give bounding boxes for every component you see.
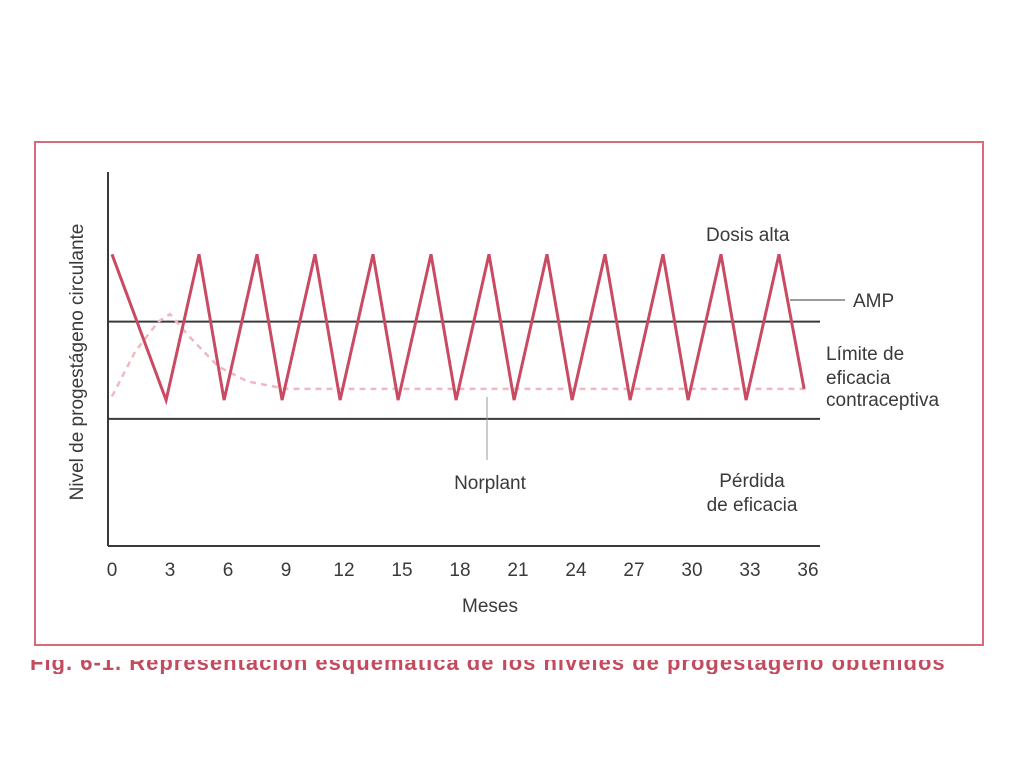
x-tick-label: 6 [223, 560, 234, 581]
x-tick-label: 21 [507, 560, 528, 581]
x-tick-label: 27 [623, 560, 644, 581]
x-axis-label: Meses [462, 596, 518, 617]
figure-caption: Fig. 6-1. Representación esquemática de … [30, 660, 990, 674]
reference-lines [108, 320, 820, 420]
x-tick-label: 3 [165, 560, 176, 581]
figure-frame [34, 141, 984, 646]
x-tick-label: 9 [281, 560, 292, 581]
annotation-amp: AMP [853, 291, 894, 312]
x-tick-label: 33 [739, 560, 760, 581]
annotation-limite-line2: eficacia [826, 368, 891, 389]
annotation-limite-line3: contraceptiva [826, 390, 939, 411]
series-line-amp [110, 253, 806, 406]
x-tick-label: 15 [391, 560, 412, 581]
x-tick-label: 18 [449, 560, 470, 581]
annotation-dosis-alta: Dosis alta [706, 225, 790, 246]
x-tick-labels: 0 3 6 9 12 15 18 21 24 27 30 33 36 [107, 560, 819, 581]
x-tick-label: 36 [797, 560, 818, 581]
chart-axes [107, 172, 820, 547]
y-axis-label: Nivel de progestágeno circulante [67, 224, 88, 501]
annotation-norplant: Norplant [454, 473, 527, 494]
series-layer [110, 253, 808, 406]
annotation-perdida-line1: Pérdida [719, 471, 785, 492]
series-line-norplant [110, 312, 808, 397]
annotation-limite-line1: Límite de [826, 344, 904, 365]
x-tick-label: 30 [681, 560, 702, 581]
caption-text: Fig. 6-1. Representación esquemática de … [30, 660, 946, 674]
x-tick-label: 0 [107, 560, 118, 581]
x-tick-label: 24 [565, 560, 587, 581]
annotation-perdida-line2: de eficacia [707, 495, 798, 516]
x-tick-label: 12 [333, 560, 354, 581]
